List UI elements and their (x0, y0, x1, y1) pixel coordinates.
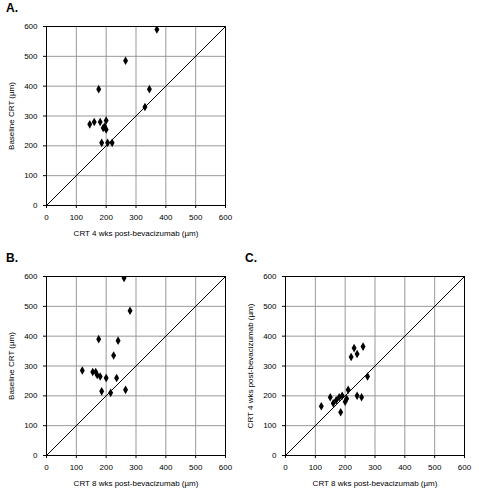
svg-text:600: 600 (458, 463, 472, 472)
svg-text:600: 600 (24, 272, 38, 281)
svg-text:500: 500 (189, 463, 203, 472)
svg-text:600: 600 (219, 463, 233, 472)
svg-text:500: 500 (428, 463, 442, 472)
svg-text:0: 0 (44, 463, 49, 472)
svg-text:200: 200 (99, 213, 113, 222)
svg-text:CRT 8 wks post-bevacizumab (µm: CRT 8 wks post-bevacizumab (µm) (74, 479, 199, 488)
html-text:C.: C. (245, 251, 257, 265)
svg-text:Baseline CRT (µm): Baseline CRT (µm) (7, 82, 16, 150)
svg-text:200: 200 (99, 463, 113, 472)
svg-text:100: 100 (70, 463, 84, 472)
svg-text:CRT 4 wks post-bevacizumab (µm: CRT 4 wks post-bevacizumab (µm) (246, 303, 255, 428)
svg-text:600: 600 (263, 272, 277, 281)
html-text:A.: A. (6, 1, 18, 15)
svg-text:0: 0 (283, 463, 288, 472)
svg-text:100: 100 (309, 463, 323, 472)
svg-text:100: 100 (24, 421, 38, 430)
svg-text:400: 400 (159, 463, 173, 472)
svg-text:200: 200 (338, 463, 352, 472)
svg-text:CRT 4 wks post-bevacizumab (µm: CRT 4 wks post-bevacizumab (µm) (74, 229, 199, 238)
svg-text:300: 300 (24, 112, 38, 121)
svg-text:100: 100 (263, 421, 277, 430)
svg-text:CRT 8 wks post-bevacizumab (µm: CRT 8 wks post-bevacizumab (µm) (313, 479, 438, 488)
svg-text:100: 100 (70, 213, 84, 222)
svg-text:400: 400 (263, 332, 277, 341)
svg-text:300: 300 (24, 362, 38, 371)
svg-text:400: 400 (24, 332, 38, 341)
svg-text:400: 400 (398, 463, 412, 472)
svg-text:500: 500 (24, 52, 38, 61)
svg-text:600: 600 (24, 22, 38, 31)
html-text:B.: B. (6, 251, 18, 265)
svg-text:Baseline CRT (µm): Baseline CRT (µm) (7, 332, 16, 400)
svg-text:300: 300 (263, 362, 277, 371)
svg-text:0: 0 (272, 451, 277, 460)
svg-text:0: 0 (33, 451, 38, 460)
svg-text:500: 500 (263, 302, 277, 311)
svg-text:200: 200 (24, 391, 38, 400)
svg-text:300: 300 (129, 213, 143, 222)
svg-text:300: 300 (368, 463, 382, 472)
svg-text:500: 500 (24, 302, 38, 311)
svg-text:500: 500 (189, 213, 203, 222)
svg-text:0: 0 (33, 201, 38, 210)
svg-text:100: 100 (24, 171, 38, 180)
svg-text:200: 200 (24, 141, 38, 150)
svg-text:200: 200 (263, 391, 277, 400)
svg-text:600: 600 (219, 213, 233, 222)
svg-text:300: 300 (129, 463, 143, 472)
svg-text:0: 0 (44, 213, 49, 222)
svg-text:400: 400 (24, 82, 38, 91)
svg-text:400: 400 (159, 213, 173, 222)
